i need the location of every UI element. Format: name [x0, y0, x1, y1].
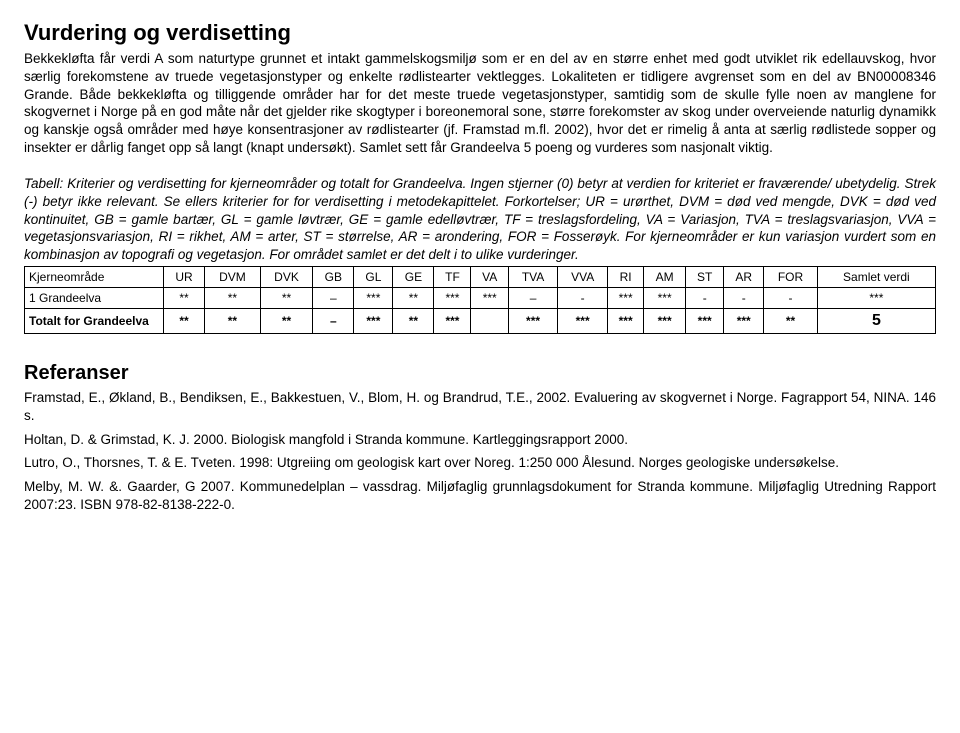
table-row: 1 Grandeelva******–***********–-******--…	[25, 287, 936, 308]
table-cell: ***	[686, 308, 724, 333]
table-cell: **	[764, 308, 818, 333]
table-cell: –	[509, 287, 558, 308]
table-cell: -	[724, 287, 764, 308]
table-cell: **	[205, 287, 261, 308]
table-cell: ***	[558, 308, 608, 333]
table-cell: **	[164, 308, 205, 333]
table-cell: **	[164, 287, 205, 308]
table-cell: ***	[354, 287, 393, 308]
table-header: Kjerneområde	[25, 266, 164, 287]
table-cell: **	[393, 308, 434, 333]
table-cell: Totalt for Grandeelva	[25, 308, 164, 333]
references-list: Framstad, E., Økland, B., Bendiksen, E.,…	[24, 389, 936, 514]
table-cell: ***	[608, 287, 644, 308]
table-cell: 5	[817, 308, 935, 333]
reference-item: Framstad, E., Økland, B., Bendiksen, E.,…	[24, 389, 936, 425]
table-cell: ***	[434, 287, 471, 308]
table-cell: ***	[724, 308, 764, 333]
table-cell: 1 Grandeelva	[25, 287, 164, 308]
table-row: Totalt for Grandeelva******–************…	[25, 308, 936, 333]
table-header: RI	[608, 266, 644, 287]
table-header: AM	[644, 266, 686, 287]
table-cell: –	[313, 287, 354, 308]
reference-item: Lutro, O., Thorsnes, T. & E. Tveten. 199…	[24, 454, 936, 472]
table-header: VA	[471, 266, 509, 287]
reference-item: Melby, M. W. &. Gaarder, G 2007. Kommune…	[24, 478, 936, 514]
table-header: GL	[354, 266, 393, 287]
table-header: FOR	[764, 266, 818, 287]
table-cell: ***	[608, 308, 644, 333]
table-header: DVK	[260, 266, 313, 287]
table-cell: ***	[644, 287, 686, 308]
table-cell: **	[260, 308, 313, 333]
criteria-table: KjerneområdeURDVMDVKGBGLGETFVATVAVVARIAM…	[24, 266, 936, 334]
table-cell: ***	[434, 308, 471, 333]
table-header: ST	[686, 266, 724, 287]
table-cell: **	[260, 287, 313, 308]
table-header: GE	[393, 266, 434, 287]
table-header: GB	[313, 266, 354, 287]
table-cell: –	[313, 308, 354, 333]
table-header: UR	[164, 266, 205, 287]
table-cell: **	[205, 308, 261, 333]
table-cell: ***	[471, 287, 509, 308]
table-cell	[471, 308, 509, 333]
table-header: Samlet verdi	[817, 266, 935, 287]
table-header: VVA	[558, 266, 608, 287]
table-cell: -	[764, 287, 818, 308]
reference-item: Holtan, D. & Grimstad, K. J. 2000. Biolo…	[24, 431, 936, 449]
table-cell: **	[393, 287, 434, 308]
table-header: DVM	[205, 266, 261, 287]
section-heading: Vurdering og verdisetting	[24, 20, 936, 46]
table-cell: ***	[354, 308, 393, 333]
table-cell: ***	[509, 308, 558, 333]
table-cell: -	[558, 287, 608, 308]
table-header: AR	[724, 266, 764, 287]
table-header: TVA	[509, 266, 558, 287]
table-cell: -	[686, 287, 724, 308]
references-heading: Referanser	[24, 362, 936, 385]
section-paragraph: Bekkekløfta får verdi A som naturtype gr…	[24, 50, 936, 157]
table-caption: Tabell: Kriterier og verdisetting for kj…	[24, 175, 936, 264]
table-header: TF	[434, 266, 471, 287]
table-cell: ***	[644, 308, 686, 333]
table-cell: ***	[817, 287, 935, 308]
